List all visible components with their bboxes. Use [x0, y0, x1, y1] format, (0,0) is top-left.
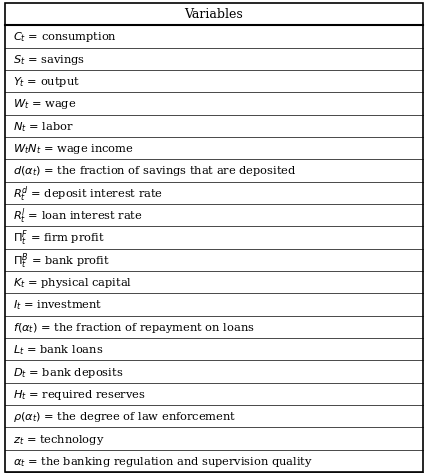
Text: $R_t^l$ = loan interest rate: $R_t^l$ = loan interest rate	[13, 206, 143, 226]
Text: $R_t^d$ = deposit interest rate: $R_t^d$ = deposit interest rate	[13, 184, 163, 203]
Text: $\Pi_t^F$ = firm profit: $\Pi_t^F$ = firm profit	[13, 228, 105, 248]
Text: $z_t$ = technology: $z_t$ = technology	[13, 432, 104, 446]
Text: $\Pi_t^B$ = bank profit: $\Pi_t^B$ = bank profit	[13, 250, 110, 270]
Text: $d(\alpha_t)$ = the fraction of savings that are deposited: $d(\alpha_t)$ = the fraction of savings …	[13, 164, 297, 178]
Text: $S_t$ = savings: $S_t$ = savings	[13, 52, 85, 67]
Text: $W_t$ = wage: $W_t$ = wage	[13, 97, 76, 111]
Text: $C_t$ = consumption: $C_t$ = consumption	[13, 30, 117, 44]
Text: Variables: Variables	[184, 9, 244, 21]
Text: $\alpha_t$ = the banking regulation and supervision quality: $\alpha_t$ = the banking regulation and …	[13, 454, 313, 468]
Text: $I_t$ = investment: $I_t$ = investment	[13, 298, 102, 312]
Text: $\rho(\alpha_t)$ = the degree of law enforcement: $\rho(\alpha_t)$ = the degree of law enf…	[13, 409, 236, 424]
Text: $D_t$ = bank deposits: $D_t$ = bank deposits	[13, 365, 123, 379]
Text: $W_tN_t$ = wage income: $W_tN_t$ = wage income	[13, 142, 134, 156]
Text: $H_t$ = required reserves: $H_t$ = required reserves	[13, 387, 146, 401]
Text: $K_t$ = physical capital: $K_t$ = physical capital	[13, 276, 132, 289]
Text: $L_t$ = bank loans: $L_t$ = bank loans	[13, 343, 103, 357]
Text: $Y_t$ = output: $Y_t$ = output	[13, 75, 80, 89]
Text: $N_t$ = labor: $N_t$ = labor	[13, 119, 74, 133]
Text: $f(\alpha_t)$ = the fraction of repayment on loans: $f(\alpha_t)$ = the fraction of repaymen…	[13, 320, 254, 334]
